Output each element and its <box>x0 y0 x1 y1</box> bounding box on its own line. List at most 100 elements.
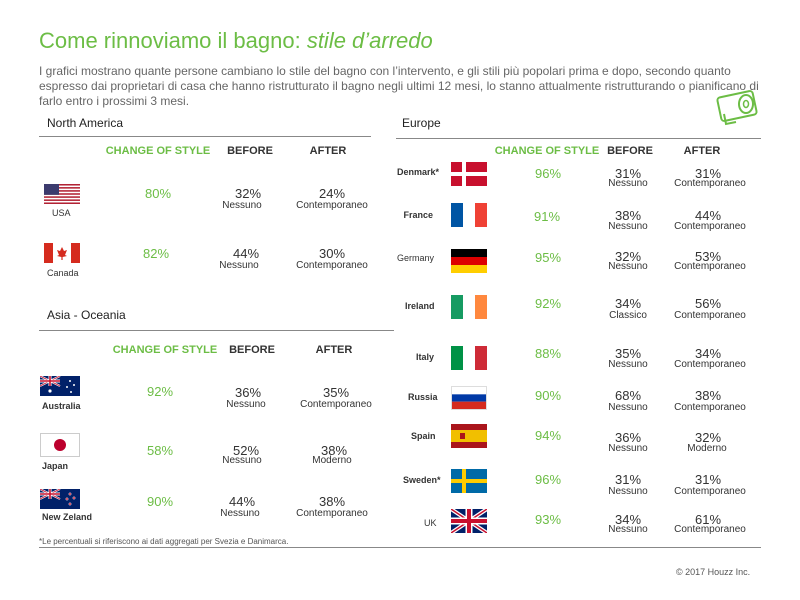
toilet-paper-icon <box>716 88 762 128</box>
after-style: Contemporaneo <box>296 260 368 271</box>
country-name: Japan <box>42 461 69 471</box>
before-pct: 44% <box>232 246 260 261</box>
divider <box>396 138 761 139</box>
before-pct: 32% <box>614 249 642 264</box>
after-style: Contemporaneo <box>674 261 746 272</box>
country-name: New Zeland <box>42 512 93 522</box>
before-pct: 68% <box>614 388 642 403</box>
before-style: Nessuno <box>222 455 262 466</box>
after-pct: 44% <box>694 208 722 223</box>
title-main: Come rinnoviamo il bagno: <box>39 28 307 53</box>
after-pct: 24% <box>318 186 346 201</box>
france-flag-icon <box>451 203 487 227</box>
after-style: Contemporaneo <box>674 178 746 189</box>
before-style: Nessuno <box>608 221 648 232</box>
before-pct: 34% <box>614 512 642 527</box>
japan-flag-icon <box>40 433 80 457</box>
after-pct: 32% <box>694 430 722 445</box>
sweden-flag-icon <box>451 469 487 493</box>
header-after: AFTER <box>315 344 353 356</box>
after-pct: 56% <box>694 296 722 311</box>
intro-text: I grafici mostrano quante persone cambia… <box>39 64 759 108</box>
divider <box>39 547 761 548</box>
after-pct: 34% <box>694 346 722 361</box>
copyright: © 2017 Houzz Inc. <box>676 567 751 577</box>
section-title-asia-oceania: Asia - Oceania <box>47 308 126 322</box>
change-value: 93% <box>534 512 562 527</box>
after-style: Contemporaneo <box>674 221 746 232</box>
change-value: 92% <box>146 384 174 399</box>
after-pct: 31% <box>694 166 722 181</box>
uk-flag-icon <box>451 509 487 533</box>
country-name: USA <box>52 208 71 218</box>
change-value: 94% <box>534 428 562 443</box>
before-style: Nessuno <box>608 178 648 189</box>
before-style: Nessuno <box>608 524 648 535</box>
header-after: AFTER <box>683 145 721 157</box>
before-style: Nessuno <box>608 359 648 370</box>
section-title-north-america: North America <box>47 116 124 130</box>
after-pct: 61% <box>694 512 722 527</box>
country-name: Canada <box>47 268 79 278</box>
before-style: Nessuno <box>226 399 266 410</box>
section-title-europe: Europe <box>402 116 441 130</box>
before-style: Nessuno <box>219 260 259 271</box>
divider <box>39 330 394 331</box>
germany-flag-icon <box>451 249 487 273</box>
before-pct: 52% <box>232 443 260 458</box>
after-pct: 35% <box>322 385 350 400</box>
change-value: 82% <box>142 246 170 261</box>
after-pct: 38% <box>694 388 722 403</box>
country-name: Denmark* <box>397 167 440 177</box>
page-title: Come rinnoviamo il bagno: stile d’arredo <box>39 28 433 54</box>
header-change: CHANGE OF STYLE <box>494 145 600 157</box>
before-style: Nessuno <box>608 402 648 413</box>
header-change: CHANGE OF STYLE <box>105 145 211 157</box>
before-pct: 35% <box>614 346 642 361</box>
header-before: BEFORE <box>227 145 273 157</box>
before-pct: 31% <box>614 166 642 181</box>
after-style: Moderno <box>687 443 727 454</box>
country-name: Russia <box>408 392 438 402</box>
header-change: CHANGE OF STYLE <box>112 344 218 356</box>
change-value: 90% <box>146 494 174 509</box>
before-style: Classico <box>609 310 647 321</box>
country-name: Australia <box>42 401 81 411</box>
canada-flag-icon <box>44 243 80 263</box>
italy-flag-icon <box>451 346 487 370</box>
after-style: Contemporaneo <box>674 402 746 413</box>
change-value: 58% <box>146 443 174 458</box>
usa-flag-icon <box>44 184 80 204</box>
change-value: 88% <box>534 346 562 361</box>
country-name: Italy <box>416 352 435 362</box>
country-name: Germany <box>397 253 435 263</box>
before-style: Nessuno <box>608 443 648 454</box>
before-pct: 34% <box>614 296 642 311</box>
change-value: 91% <box>533 209 561 224</box>
before-style: Nessuno <box>220 508 260 519</box>
change-value: 90% <box>534 388 562 403</box>
after-style: Contemporaneo <box>300 399 372 410</box>
after-style: Contemporaneo <box>296 200 368 211</box>
country-name: France <box>403 210 433 220</box>
denmark-flag-icon <box>451 162 487 186</box>
change-value: 96% <box>534 472 562 487</box>
footnote: *Le percentuali si riferiscono ai dati a… <box>39 537 289 546</box>
header-after: AFTER <box>309 145 347 157</box>
after-style: Contemporaneo <box>674 310 746 321</box>
after-style: Contemporaneo <box>674 486 746 497</box>
after-style: Contemporaneo <box>296 508 368 519</box>
title-italic: stile d’arredo <box>306 28 433 53</box>
after-pct: 38% <box>320 443 348 458</box>
after-pct: 53% <box>694 249 722 264</box>
before-style: Nessuno <box>608 486 648 497</box>
new-zealand-flag-icon <box>40 489 80 509</box>
before-pct: 32% <box>234 186 262 201</box>
australia-flag-icon <box>40 376 80 396</box>
country-name: Spain <box>411 431 436 441</box>
after-style: Contemporaneo <box>674 524 746 535</box>
after-pct: 38% <box>318 494 346 509</box>
before-pct: 31% <box>614 472 642 487</box>
after-pct: 30% <box>318 246 346 261</box>
before-pct: 38% <box>614 208 642 223</box>
